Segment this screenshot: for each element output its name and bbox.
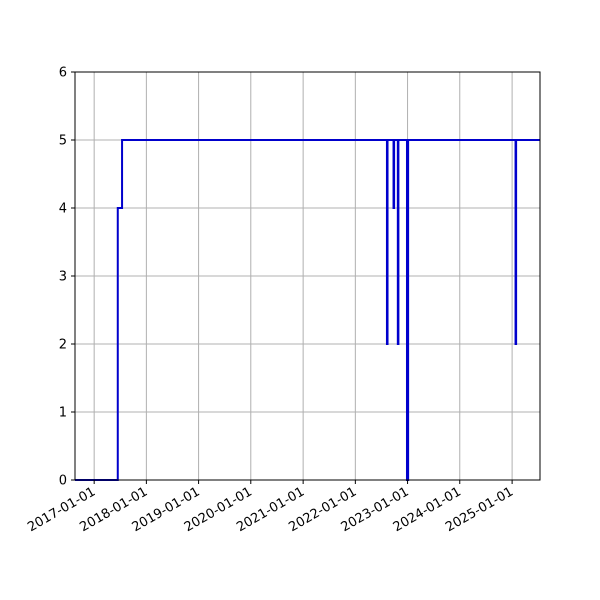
- y-tick-label: 2: [59, 338, 67, 353]
- series-layer: [75, 139, 540, 481]
- y-tick-label: 4: [59, 202, 67, 217]
- y-tick-label: 3: [59, 270, 67, 285]
- y-tick-label: 6: [59, 66, 67, 81]
- y-tick-label: 0: [59, 474, 67, 489]
- y-tick-label: 1: [59, 406, 67, 421]
- series-line: [75, 139, 540, 481]
- y-tick-label: 5: [59, 134, 67, 149]
